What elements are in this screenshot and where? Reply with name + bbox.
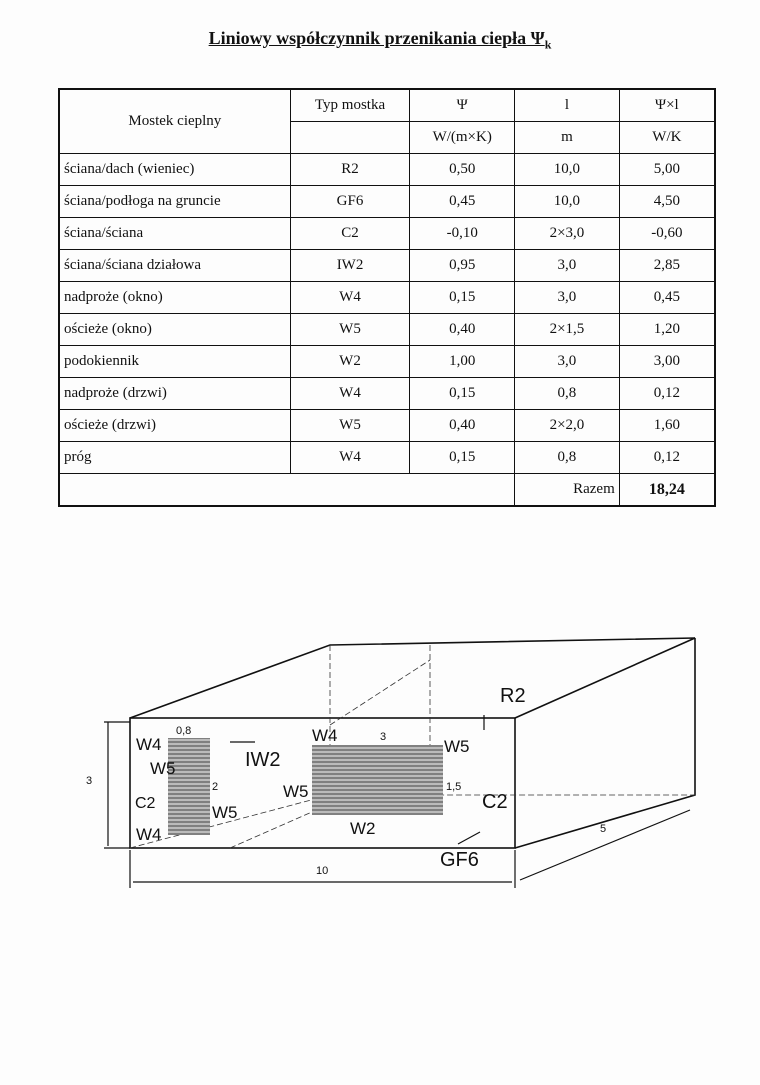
window-opening (312, 745, 443, 815)
cell-psil: 5,00 (618, 153, 716, 186)
label-w5-door-left: W5 (150, 759, 176, 778)
cell-psil: -0,60 (618, 217, 716, 250)
cell-bridge: nadproże (drzwi) (58, 377, 291, 410)
thermal-bridge-table: Mostek cieplny Typ mostka Ψ l Ψ×l W/(m×K… (58, 88, 716, 507)
dim-window-height: 1,5 (446, 781, 461, 793)
cell-bridge: nadproże (okno) (58, 281, 291, 314)
dim-door-height: 2 (212, 781, 218, 793)
dim-length: 10 (316, 865, 328, 877)
cell-psil: 1,20 (618, 313, 716, 346)
header-bridge: Mostek cieplny (58, 88, 291, 154)
total-label: Razem (514, 473, 620, 507)
table-row: ściana/ściana C2 -0,10 2×3,0 -0,60 (58, 217, 716, 250)
label-w5-window-left: W5 (283, 782, 309, 801)
dim-window-width: 3 (380, 731, 386, 743)
table-row: nadproże (okno) W4 0,15 3,0 0,45 (58, 281, 716, 314)
cell-bridge: ościeże (drzwi) (58, 409, 291, 442)
table-row: podokiennik W2 1,00 3,0 3,00 (58, 345, 716, 378)
cell-bridge: ściana/dach (wieniec) (58, 153, 291, 186)
diagram-labels: R2 IW2 C2 C2 GF6 W4 W5 W5 W2 W4 W5 W5 W4 (135, 685, 526, 871)
cell-psil: 3,00 (618, 345, 716, 378)
cell-psil: 0,12 (618, 441, 716, 474)
label-w4-window: W4 (312, 726, 338, 745)
title-subscript: k (544, 37, 552, 52)
title-text: Liniowy współczynnik przenikania ciepła … (208, 28, 545, 48)
dim-height: 3 (86, 775, 92, 787)
label-w4-door-top: W4 (136, 735, 162, 754)
cell-l: 3,0 (514, 249, 620, 282)
cell-type: W2 (289, 345, 411, 378)
cell-psi: 0,50 (409, 153, 516, 186)
cell-psi: 0,15 (409, 441, 516, 474)
page-title: Liniowy współczynnik przenikania ciepła … (0, 28, 760, 53)
label-w5-door-right: W5 (212, 803, 238, 822)
header-l: l (514, 88, 620, 122)
cell-type: C2 (289, 217, 411, 250)
cell-psil: 0,12 (618, 377, 716, 410)
unit-psi: W/(m×K) (409, 121, 516, 154)
door-opening (168, 738, 210, 835)
cell-bridge: ściana/podłoga na gruncie (58, 185, 291, 218)
table-row: próg W4 0,15 0,8 0,12 (58, 441, 716, 474)
label-r2: R2 (500, 685, 526, 707)
cell-l: 2×3,0 (514, 217, 620, 250)
cell-psi: -0,10 (409, 217, 516, 250)
cell-psil: 2,85 (618, 249, 716, 282)
header-psil: Ψ×l (618, 88, 716, 122)
label-w5-window-right: W5 (444, 737, 470, 756)
total-blank (58, 473, 515, 507)
cell-type: GF6 (289, 185, 411, 218)
label-iw2: IW2 (245, 749, 281, 771)
units-row: W/(m×K) m W/K (59, 121, 716, 154)
cell-psil: 0,45 (618, 281, 716, 314)
label-w2: W2 (350, 819, 376, 838)
cell-psi: 0,45 (409, 185, 516, 218)
cell-type: W4 (289, 281, 411, 314)
label-gf6: GF6 (440, 849, 479, 871)
label-c2-left: C2 (135, 795, 156, 812)
table-row: nadproże (drzwi) W4 0,15 0,8 0,12 (58, 377, 716, 410)
cell-type: W4 (289, 441, 411, 474)
unit-type (289, 121, 411, 154)
dimension-labels: 3 10 5 0,8 2 3 1,5 (86, 725, 606, 877)
cell-type: R2 (289, 153, 411, 186)
unit-psil: W/K (618, 121, 716, 154)
cell-psi: 0,15 (409, 377, 516, 410)
total-row: Razem 18,24 (58, 473, 716, 507)
cell-l: 0,8 (514, 441, 620, 474)
header-row: Mostek cieplny Typ mostka Ψ l Ψ×l (58, 88, 716, 154)
label-c2-right: C2 (482, 791, 508, 813)
table-row: ściana/podłoga na gruncie GF6 0,45 10,0 4,50 (58, 185, 716, 218)
unit-l: m (514, 121, 620, 154)
dim-depth: 5 (600, 823, 606, 835)
cell-bridge: próg (58, 441, 291, 474)
total-value: 18,24 (618, 473, 716, 507)
label-w4-door-bottom: W4 (136, 825, 162, 844)
dimension-lines (104, 715, 691, 888)
dim-door-width: 0,8 (176, 725, 191, 737)
table-row: ściana/dach (wieniec) R2 0,50 10,0 5,00 (58, 153, 716, 186)
cell-type: W5 (289, 313, 411, 346)
